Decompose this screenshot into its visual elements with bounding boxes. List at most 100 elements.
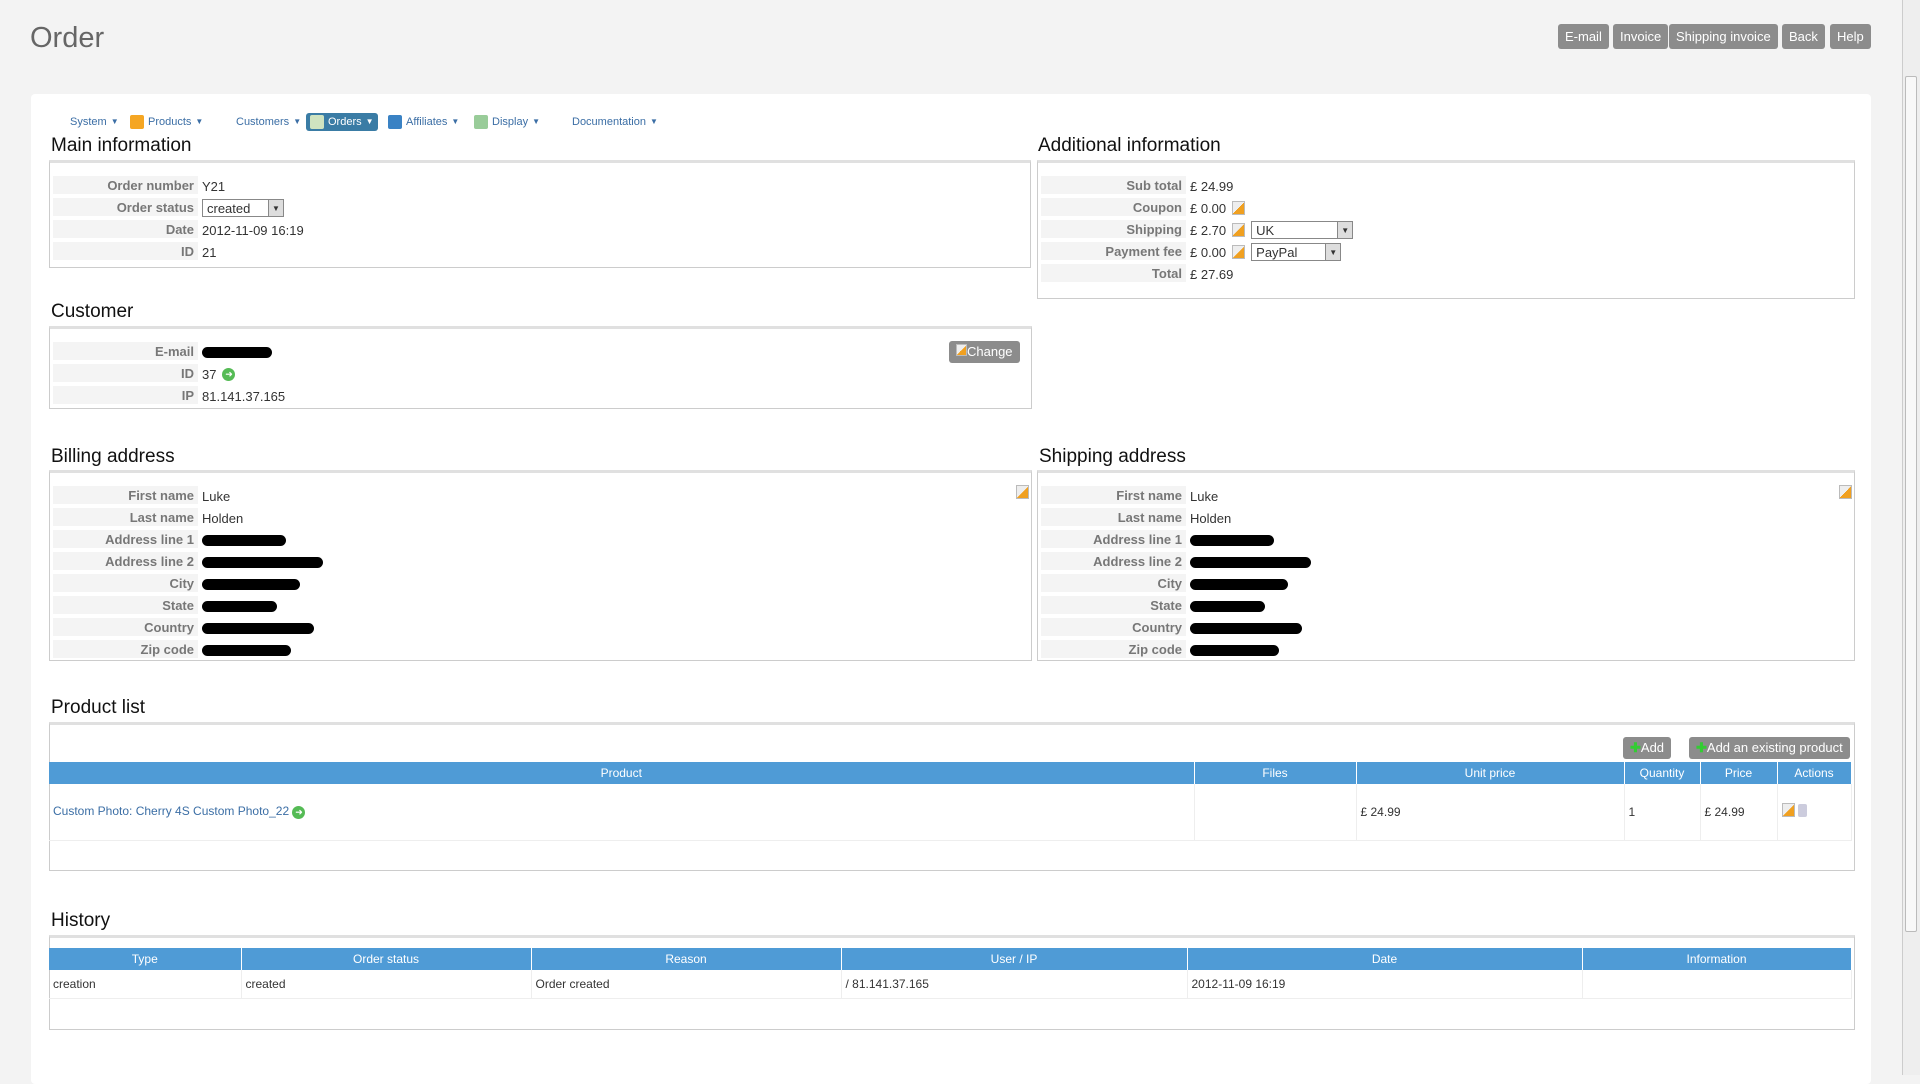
main_info-select[interactable]: created ▼	[202, 199, 284, 217]
product-col-actions[interactable]: Actions	[1777, 762, 1852, 784]
redacted-value	[1190, 534, 1274, 546]
additional_info-select[interactable]: PayPal ▼	[1251, 243, 1342, 261]
menu-display[interactable]: Display ▼	[474, 113, 540, 131]
top-button-help[interactable]: Help	[1830, 24, 1871, 49]
main_info-row: Date 2012-11-09 16:19	[53, 219, 304, 241]
history-cell: / 81.141.37.165	[841, 970, 1188, 999]
product-link[interactable]: Custom Photo: Cherry 4S Custom Photo_22	[53, 804, 290, 819]
additional_info-value: £ 2.70 UK ▼	[1186, 221, 1354, 239]
redacted-value	[202, 346, 272, 358]
billing-label: Country	[53, 618, 198, 638]
change-customer-button[interactable]: Change	[949, 341, 1020, 363]
customer-value: 37 ➜	[198, 366, 236, 382]
menu-label: Customers	[236, 116, 290, 128]
shipping-row: Zip code	[1041, 639, 1311, 661]
shipping-value-text: Luke	[1190, 488, 1219, 504]
history-col-order-status[interactable]: Order status	[241, 948, 532, 970]
additional_info-value: £ 24.99	[1186, 179, 1233, 194]
menu-documentation[interactable]: Documentation ▼	[572, 113, 658, 131]
customer-value: 81.141.37.165	[198, 389, 285, 404]
product-col-quantity[interactable]: Quantity	[1624, 762, 1701, 784]
chevron-down-icon: ▼	[532, 117, 540, 126]
menu-label: Affiliates	[406, 116, 448, 128]
menu-label: Documentation	[572, 116, 646, 128]
menu-customers[interactable]: Customers ▼	[236, 113, 301, 131]
additional_info-row: Sub total £ 24.99	[1041, 175, 1353, 197]
shipping-row: First name Luke	[1041, 485, 1311, 507]
edit-icon[interactable]	[1232, 201, 1246, 215]
history-col-type[interactable]: Type	[49, 948, 242, 970]
shipping-value: Luke	[1186, 489, 1218, 504]
main_info-value-text: 2012-11-09 16:19	[202, 222, 304, 238]
billing-value	[198, 534, 286, 546]
select-value: created	[207, 200, 251, 216]
product-col-price[interactable]: Price	[1700, 762, 1778, 784]
top-button-invoice[interactable]: Invoice	[1613, 24, 1669, 49]
edit-product-icon[interactable]	[1781, 803, 1795, 818]
redacted-value	[202, 622, 314, 634]
shipping-value	[1186, 578, 1288, 590]
customer-label: IP	[53, 386, 198, 406]
redacted-value	[1190, 622, 1302, 634]
billing-value: Luke	[198, 489, 230, 504]
top-button-back[interactable]: Back	[1782, 24, 1825, 49]
shipping-row: Last name Holden	[1041, 507, 1311, 529]
product-table: Product Files Unit price Quantity Price Actio…	[49, 762, 1852, 841]
top-button-e-mail[interactable]: E-mail	[1558, 24, 1609, 49]
billing-row: Zip code	[53, 639, 323, 661]
history-col-date[interactable]: Date	[1187, 948, 1583, 970]
history-col-information[interactable]: Information	[1582, 948, 1852, 970]
menu-orders[interactable]: Orders ▼	[306, 113, 378, 131]
billing-row: City	[53, 573, 323, 595]
billing-label: Address line 2	[53, 552, 198, 572]
history-table: Type Order status Reason User / IP Date Infor…	[49, 948, 1852, 999]
additional_info-row: Shipping £ 2.70 UK ▼	[1041, 219, 1354, 241]
main_info-label: Order number	[53, 176, 198, 196]
display-icon	[474, 115, 488, 129]
menu-products[interactable]: Products ▼	[130, 113, 203, 131]
additional_info-label: Payment fee	[1041, 242, 1186, 262]
redacted-value	[1190, 556, 1311, 568]
edit-icon[interactable]	[1232, 223, 1246, 237]
edit-icon[interactable]	[1232, 245, 1246, 259]
edit-shipping-icon[interactable]	[1839, 485, 1852, 499]
history-col-user-ip[interactable]: User / IP	[841, 948, 1188, 970]
customer-label: ID	[53, 364, 198, 384]
chevron-down-icon: ▼	[650, 117, 658, 126]
shipping-label: City	[1041, 574, 1186, 594]
edit-billing-icon[interactable]	[1016, 485, 1029, 499]
billing-row: State	[53, 595, 323, 617]
history-col-reason[interactable]: Reason	[531, 948, 842, 970]
menu-system[interactable]: System ▼	[70, 113, 119, 131]
go-arrow-icon[interactable]: ➜	[222, 367, 236, 381]
page-title: Order	[30, 22, 105, 54]
billing-value-text: Holden	[202, 510, 244, 526]
go-arrow-icon[interactable]: ➜	[292, 806, 306, 820]
main_info-value-text: Y21	[202, 178, 226, 194]
billing-label: State	[53, 596, 198, 616]
scrollbar-thumb[interactable]	[1905, 76, 1917, 932]
shipping-value	[1186, 534, 1274, 546]
trash-icon[interactable]	[1797, 804, 1807, 818]
main_info-value-text: 21	[202, 244, 217, 260]
redacted-value	[202, 600, 277, 612]
shipping-row: Address line 1	[1041, 529, 1311, 551]
shipping-label: Last name	[1041, 508, 1186, 528]
top-button-shipping-invoice[interactable]: Shipping invoice	[1669, 24, 1778, 49]
additional_info-select[interactable]: UK ▼	[1251, 221, 1354, 239]
additional_info-value-text: £ 0.00	[1190, 200, 1227, 216]
billing-label: City	[53, 574, 198, 594]
redacted-value	[202, 556, 323, 568]
customer-value-text: 37	[202, 366, 217, 382]
chevron-down-icon: ▼	[451, 117, 460, 126]
add-existing-product-button[interactable]: ✚Add an existing product	[1689, 737, 1850, 759]
product-col-product[interactable]: Product	[49, 762, 1195, 784]
product-unit-price: £ 24.99	[1356, 784, 1625, 841]
shipping-row: Address line 2	[1041, 551, 1311, 573]
shipping-value: Holden	[1186, 511, 1231, 526]
product-col-files[interactable]: Files	[1194, 762, 1357, 784]
customer-heading: Customer	[51, 301, 134, 322]
add-product-button[interactable]: ✚Add	[1623, 737, 1672, 759]
product-col-unit-price[interactable]: Unit price	[1356, 762, 1625, 784]
menu-affiliates[interactable]: Affiliates ▼	[388, 113, 459, 131]
